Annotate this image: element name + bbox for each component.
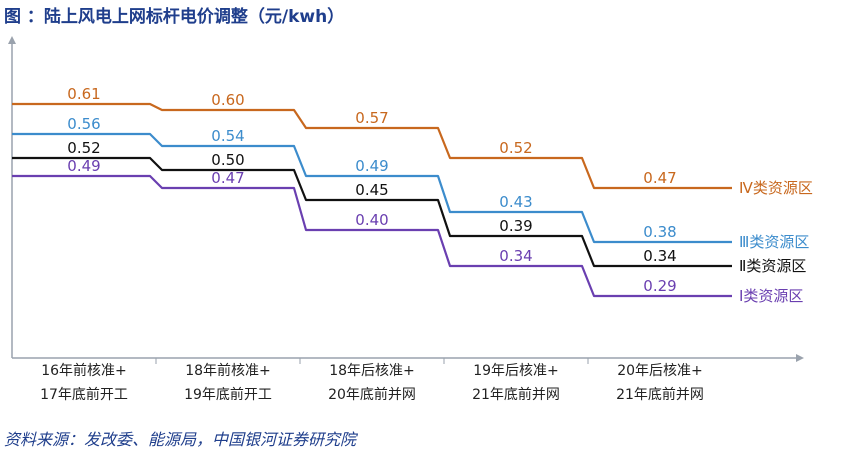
data-label: 0.56 — [67, 115, 100, 133]
series-line-2 — [12, 132, 732, 244]
data-label: 0.47 — [211, 169, 244, 187]
series-line-3 — [12, 156, 732, 268]
data-label: 0.43 — [499, 193, 532, 211]
data-label: 0.34 — [643, 247, 676, 265]
legend-label-2: Ⅲ类资源区 — [739, 233, 809, 251]
data-label: 0.52 — [67, 139, 100, 157]
series-line-4 — [12, 174, 732, 298]
data-label: 0.57 — [355, 109, 388, 127]
legend-label-1: Ⅳ类资源区 — [739, 179, 813, 197]
data-label: 0.52 — [499, 139, 532, 157]
data-label: 0.49 — [67, 157, 100, 175]
x-tick-label: 18年前核准+ — [185, 362, 271, 379]
x-tick-label: 21年底前并网 — [616, 386, 704, 403]
data-label: 0.54 — [211, 127, 244, 145]
data-label: 0.61 — [67, 85, 100, 103]
data-label: 0.49 — [355, 157, 388, 175]
series-line-1 — [12, 102, 732, 190]
data-label: 0.50 — [211, 151, 244, 169]
x-tick-label: 19年后核准+ — [473, 363, 559, 379]
data-label: 0.29 — [643, 277, 676, 295]
x-tick-label: 16年前核准+ — [41, 362, 127, 379]
data-label: 0.45 — [355, 181, 388, 199]
x-tick-label: 17年底前开工 — [40, 386, 128, 403]
x-tick-label: 21年底前并网 — [472, 386, 560, 403]
x-tick-label: 20年后核准+ — [617, 363, 703, 379]
chart-title: 图 ：陆上风电上网标杆电价调整（元/kwh） — [4, 7, 345, 27]
data-label: 0.60 — [211, 91, 244, 109]
source-note: 资料来源：发改委、能源局，中国银河证券研究院 — [4, 430, 357, 449]
legend-label-4: Ⅰ类资源区 — [739, 287, 803, 305]
data-label: 0.39 — [499, 217, 532, 235]
legend-label-3: Ⅱ类资源区 — [739, 257, 806, 275]
data-label: 0.38 — [643, 223, 676, 241]
x-tick-label: 18年后核准+ — [329, 363, 415, 379]
x-tick-label: 20年底前并网 — [328, 386, 416, 403]
x-tick-label: 19年底前开工 — [184, 386, 272, 403]
data-label: 0.40 — [355, 211, 388, 229]
data-label: 0.34 — [499, 247, 532, 265]
data-label: 0.47 — [643, 169, 676, 187]
